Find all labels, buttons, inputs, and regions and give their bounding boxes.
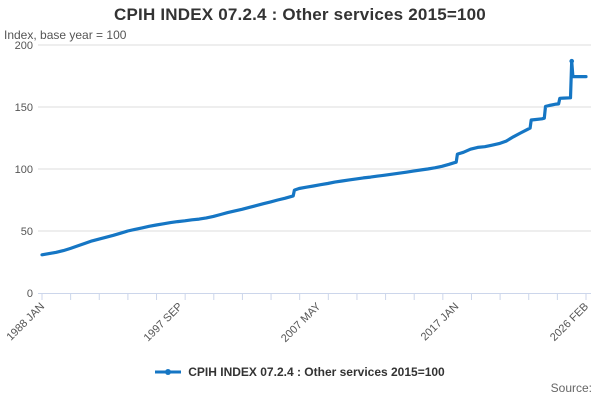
y-axis-tick-label: 200 <box>15 40 33 52</box>
y-axis-tick-label: 150 <box>15 102 33 114</box>
x-axis-tick-label: 1988 JAN <box>4 301 47 344</box>
legend: CPIH INDEX 07.2.4 : Other services 2015=… <box>0 365 600 379</box>
y-axis-title: Index, base year = 100 <box>4 28 127 42</box>
x-axis-tick-label: 1997 SEP <box>142 301 186 345</box>
legend-item-label: CPIH INDEX 07.2.4 : Other services 2015=… <box>188 365 445 379</box>
y-axis-tick-label: 50 <box>21 226 33 238</box>
series-line-cpih[interactable] <box>40 59 588 257</box>
chart-title: CPIH INDEX 07.2.4 : Other services 2015=… <box>114 5 486 24</box>
legend-line-marker-icon <box>155 369 182 375</box>
x-axis-tick-label: 2026 FEB <box>548 301 591 344</box>
y-axis-tick-label: 100 <box>15 164 33 176</box>
legend-item-cpih[interactable]: CPIH INDEX 07.2.4 : Other services 2015=… <box>155 365 445 379</box>
y-axis-tick-label: 0 <box>27 288 33 300</box>
source-label: Source: <box>550 381 592 395</box>
x-axis-tick-label: 2017 JAN <box>419 301 462 344</box>
series-peak-marker <box>569 58 575 64</box>
x-axis-tick-label: 2007 MAY <box>279 300 324 345</box>
